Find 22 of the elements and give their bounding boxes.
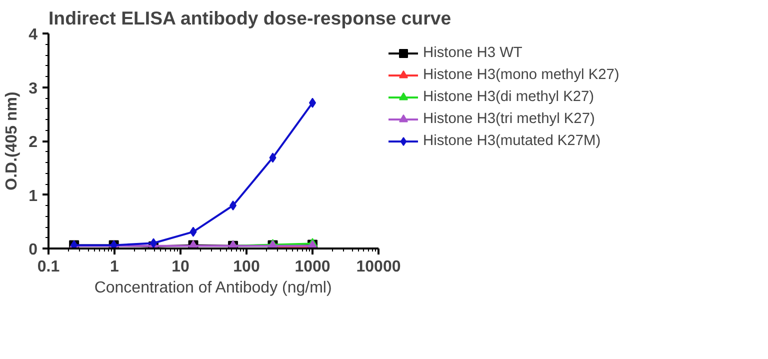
chart-title: Indirect ELISA antibody dose-response curve — [48, 8, 452, 28]
legend-label: Histone H3(mono methyl K27) — [423, 67, 620, 83]
point — [269, 152, 276, 163]
x-axis-title: Concentration of Antibody (ng/ml) — [94, 280, 332, 296]
legend-label: Histone H3 WT — [423, 45, 522, 61]
y-tick-label: 2 — [28, 134, 38, 151]
x-tick-label: 0.1 — [37, 258, 60, 276]
x-tick-label: 10000 — [356, 258, 401, 276]
y-tick-label: 0 — [28, 242, 38, 258]
legend-label: Histone H3(mutated K27M) — [423, 133, 601, 149]
point — [190, 226, 197, 237]
legend-label: Histone H3(di methyl K27) — [423, 89, 594, 105]
y-tick-label: 3 — [28, 80, 38, 98]
y-axis-title: O.D.(405 nm) — [4, 92, 21, 190]
x-tick-label: 1000 — [294, 258, 330, 276]
y-tick-label: 1 — [28, 188, 38, 205]
point — [230, 200, 237, 210]
x-tick-label: 1 — [110, 258, 120, 276]
legend-label: Histone H3(tri methyl K27) — [423, 111, 595, 127]
x-tick-label: 10 — [172, 258, 190, 276]
y-tick-label: 4 — [28, 26, 38, 44]
x-tick-label: 100 — [233, 258, 260, 276]
